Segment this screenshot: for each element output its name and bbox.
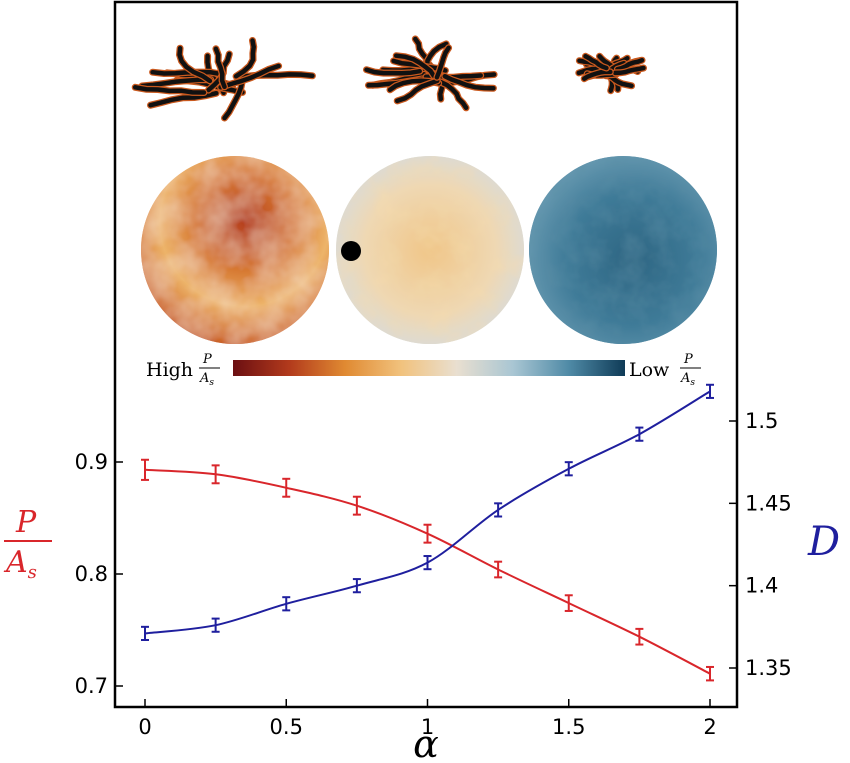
left-axis-label: P As bbox=[3, 505, 52, 583]
aggregate-branch bbox=[393, 53, 436, 78]
aggregate-branch bbox=[233, 38, 256, 79]
left-series-point bbox=[211, 464, 220, 485]
aggregate-branch bbox=[581, 69, 613, 81]
left-axis-label-den-sub: s bbox=[28, 562, 37, 583]
sphere-high bbox=[141, 156, 329, 344]
right-y-tick-label: 1.5 bbox=[745, 409, 778, 433]
colorbar-high-frac-num: P bbox=[202, 352, 212, 367]
x-axis-label: α bbox=[413, 722, 439, 763]
right-series-point bbox=[494, 502, 503, 518]
x-tick-label: 0 bbox=[138, 715, 151, 739]
left-series-point bbox=[282, 477, 291, 498]
svg-text:As: As bbox=[199, 371, 214, 388]
left-axis-label-num: P bbox=[15, 505, 37, 540]
aggregate-branch bbox=[612, 65, 646, 76]
aggregate-cluster-3 bbox=[575, 52, 647, 95]
right-y-tick-label: 1.4 bbox=[745, 574, 778, 598]
aggregate-clusters bbox=[131, 35, 647, 122]
left-series-line bbox=[144, 468, 711, 675]
right-axis-label: D bbox=[807, 519, 840, 565]
aggregate-branch bbox=[139, 77, 214, 89]
colorbar-low-frac-den-sub: s bbox=[690, 378, 695, 388]
colorbar-low-frac-num: P bbox=[683, 352, 693, 367]
sphere-insets bbox=[141, 156, 717, 344]
left-series-point bbox=[564, 594, 573, 612]
svg-text:As: As bbox=[680, 371, 695, 388]
aggregate-branch bbox=[213, 46, 227, 90]
svg-text:As: As bbox=[3, 545, 37, 583]
x-tick-label: 1 bbox=[421, 715, 434, 739]
aggregate-branch bbox=[218, 63, 281, 90]
colorbar-high-label: High bbox=[146, 359, 193, 381]
left-series-point bbox=[141, 458, 149, 481]
aggregate-branch bbox=[434, 45, 451, 80]
right-series-point bbox=[423, 555, 432, 571]
left-series-point bbox=[494, 560, 503, 579]
sphere-mid bbox=[336, 156, 524, 344]
aggregate-branch bbox=[132, 85, 207, 95]
aggregate-branch bbox=[364, 67, 422, 76]
plot-frame bbox=[113, 0, 739, 709]
left-axis-label-den: A bbox=[3, 545, 28, 580]
aggregate-branch bbox=[437, 79, 469, 111]
chart: 0 0.5 1 1.5 2 0.7 0.8 0.9 1.35 1.4 1.45 1.5 bbox=[75, 383, 792, 739]
colorbar-low-label: Low bbox=[629, 359, 670, 381]
aggregate-branch bbox=[177, 45, 213, 84]
left-series-point bbox=[706, 665, 714, 682]
colorbar-low-fraction: P As bbox=[680, 352, 701, 388]
right-series-point bbox=[352, 578, 361, 594]
aggregate-branch bbox=[148, 90, 219, 108]
right-series-point bbox=[564, 461, 573, 477]
left-y-tick-label: 0.7 bbox=[75, 674, 108, 698]
right-series-point bbox=[706, 383, 714, 399]
x-tick-label: 0.5 bbox=[270, 715, 303, 739]
x-tick-label: 2 bbox=[703, 715, 716, 739]
right-series-point bbox=[282, 596, 291, 612]
left-series-point bbox=[423, 523, 432, 544]
aggregate-cluster-1 bbox=[131, 37, 316, 122]
left-series-point bbox=[635, 627, 644, 646]
left-y-tick-label: 0.8 bbox=[75, 562, 108, 586]
aggregate-cluster-2 bbox=[363, 35, 498, 112]
sphere-low bbox=[529, 156, 717, 344]
aggregate-branch bbox=[150, 69, 224, 77]
aggregate-branch bbox=[583, 54, 609, 71]
right-y-tick-label: 1.35 bbox=[745, 656, 792, 680]
marker-dot bbox=[341, 241, 361, 261]
x-tick-label: 1.5 bbox=[552, 715, 585, 739]
right-series-point bbox=[635, 426, 644, 442]
right-y-tick-label: 1.45 bbox=[745, 491, 792, 515]
colorbar-high-frac-den-sub: s bbox=[209, 378, 214, 388]
aggregate-branch bbox=[615, 57, 645, 72]
colorbar-low-frac-den: A bbox=[680, 371, 690, 386]
colorbar-gradient bbox=[233, 360, 625, 376]
aggregate-branch bbox=[442, 73, 496, 91]
aggregate-branch bbox=[222, 78, 245, 121]
right-series-line bbox=[144, 390, 711, 635]
right-series-point bbox=[141, 625, 149, 642]
left-y-tick-label: 0.9 bbox=[75, 450, 108, 474]
colorbar: High P As Low P As bbox=[146, 352, 701, 388]
left-series-point bbox=[352, 495, 361, 516]
right-series-point bbox=[211, 617, 220, 633]
colorbar-high-frac-den: A bbox=[199, 371, 209, 386]
colorbar-high-fraction: P As bbox=[199, 352, 220, 388]
aggregate-branch bbox=[394, 78, 440, 104]
